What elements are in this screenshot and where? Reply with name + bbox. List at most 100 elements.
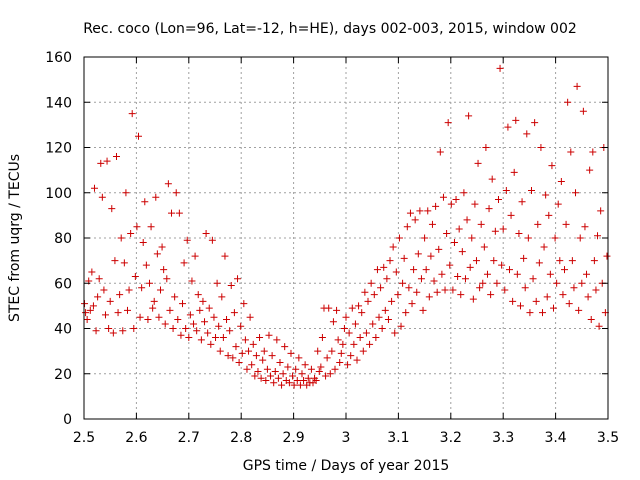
data-point [447, 200, 455, 208]
y-tick-label: 60 [54, 276, 72, 292]
data-point [458, 248, 466, 256]
data-point [215, 322, 223, 330]
data-point [168, 209, 176, 217]
data-point [594, 232, 602, 240]
data-point [141, 198, 149, 206]
data-point [111, 257, 119, 265]
data-point [210, 313, 218, 321]
data-point [446, 261, 454, 269]
data-point [391, 329, 399, 337]
data-point [212, 334, 220, 342]
data-point [98, 193, 106, 201]
data-point [232, 343, 240, 351]
data-point [334, 336, 342, 344]
data-point [82, 309, 90, 317]
data-point [359, 347, 367, 355]
axis-ticks [83, 56, 609, 420]
chart-title: Rec. coco (Lon=96, Lat=-12, h=HE), days … [83, 21, 577, 37]
data-point [351, 320, 359, 328]
data-point [358, 309, 366, 317]
x-axis-title: GPS time / Days of year 2015 [243, 458, 450, 474]
data-point [312, 377, 320, 385]
data-point [501, 286, 509, 294]
data-point [322, 372, 330, 380]
data-point [512, 116, 520, 124]
data-point [147, 223, 155, 231]
data-point [289, 372, 297, 380]
data-point [443, 229, 451, 237]
data-point [482, 144, 490, 151]
data-point [417, 275, 425, 283]
data-point [142, 261, 150, 269]
data-point [112, 153, 120, 161]
data-point [340, 325, 348, 332]
data-point [590, 257, 598, 265]
data-point [436, 148, 444, 156]
data-point [504, 123, 512, 131]
data-point [373, 266, 381, 274]
data-point [439, 193, 447, 201]
data-point [432, 202, 440, 210]
data-point [381, 306, 389, 314]
data-point [226, 327, 234, 335]
data-point [565, 300, 573, 308]
data-point [169, 325, 177, 332]
data-point [527, 186, 535, 194]
data-point [114, 309, 122, 317]
data-point [138, 284, 146, 292]
data-point [136, 313, 144, 321]
data-point [384, 315, 392, 323]
data-point [419, 306, 427, 314]
data-point [559, 291, 567, 299]
x-tick-label: 2.5 [73, 430, 95, 446]
data-point [438, 270, 446, 278]
data-point [88, 268, 96, 276]
data-point [425, 293, 433, 301]
data-point [221, 252, 229, 260]
data-point [348, 304, 356, 312]
data-point [494, 196, 502, 204]
data-point [410, 266, 418, 274]
data-point [586, 166, 594, 174]
data-point [562, 220, 570, 228]
data-point [518, 198, 526, 206]
data-point [207, 340, 215, 348]
data-point [208, 236, 216, 244]
data-point [395, 234, 403, 242]
data-point [171, 293, 179, 301]
data-point [468, 234, 476, 242]
data-point [190, 320, 198, 328]
data-point [377, 284, 385, 292]
data-point [441, 286, 449, 294]
data-point [166, 306, 174, 314]
data-point [542, 191, 550, 199]
data-point [271, 367, 279, 375]
data-point [248, 361, 256, 369]
data-point [89, 302, 97, 310]
x-tick-label: 3.3 [492, 430, 514, 446]
data-point [362, 329, 370, 337]
data-point [545, 211, 553, 219]
data-point [116, 291, 124, 299]
data-point [389, 243, 397, 251]
data-point [477, 220, 485, 228]
data-point [578, 279, 586, 287]
data-point [199, 297, 207, 305]
x-tick-label: 3.4 [544, 430, 566, 446]
data-point [572, 189, 580, 197]
data-point [369, 320, 377, 328]
data-point [146, 279, 153, 287]
data-point [205, 304, 213, 312]
data-point [296, 381, 304, 389]
data-point [298, 370, 306, 378]
data-point [361, 288, 369, 296]
data-point [202, 229, 210, 237]
data-point [229, 354, 237, 362]
data-point [515, 229, 523, 237]
data-point [564, 98, 572, 106]
data-point [561, 266, 569, 274]
data-point [450, 239, 458, 247]
data-point [179, 300, 187, 308]
data-point [380, 263, 388, 271]
data-point [366, 340, 374, 348]
